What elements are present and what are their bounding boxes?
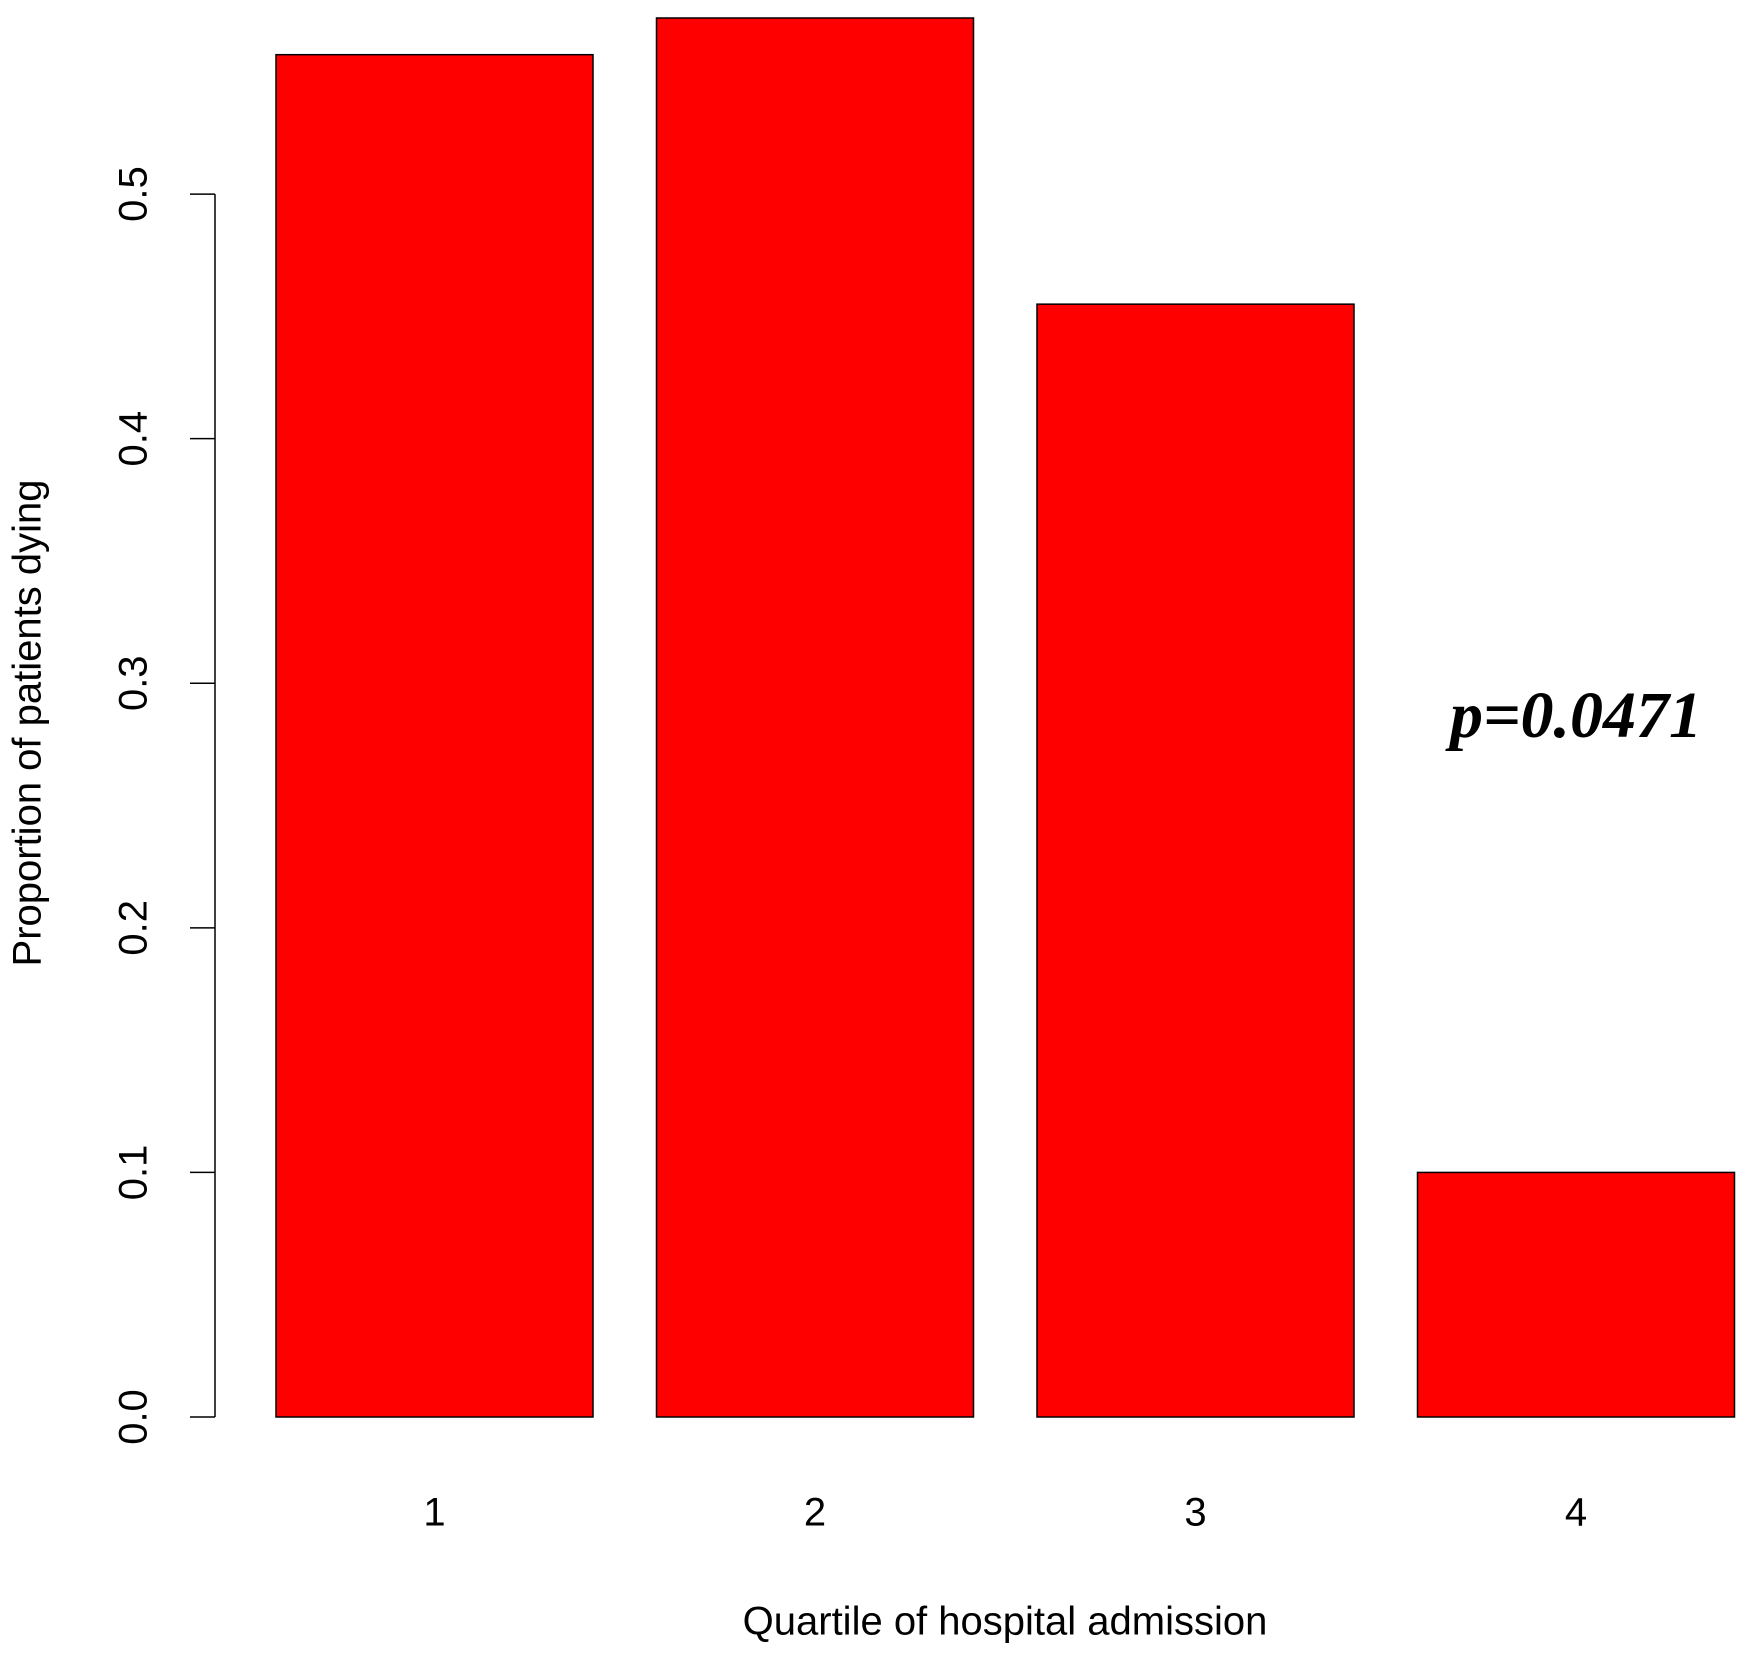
bar <box>1036 303 1355 1418</box>
x-tick-label: 4 <box>1565 1491 1587 1535</box>
y-tick-label: 0.4 <box>112 411 156 467</box>
y-axis-label: Proportion of patients dying <box>6 480 50 967</box>
x-tick-label: 3 <box>1184 1491 1206 1535</box>
bar <box>1416 1171 1736 1418</box>
y-tick-label: 0.5 <box>112 166 156 222</box>
y-tick-label: 0.1 <box>112 1145 156 1201</box>
x-tick-label: 2 <box>804 1491 826 1535</box>
y-tick-label: 0.3 <box>112 655 156 711</box>
y-tick-label: 0.2 <box>112 900 156 956</box>
bar <box>655 17 975 1418</box>
bar <box>275 53 594 1418</box>
x-tick-label: 1 <box>423 1491 445 1535</box>
annotation: p=0.0471 <box>1445 679 1702 752</box>
y-tick-label: 0.0 <box>112 1389 156 1445</box>
x-axis-label: Quartile of hospital admission <box>743 1600 1268 1644</box>
